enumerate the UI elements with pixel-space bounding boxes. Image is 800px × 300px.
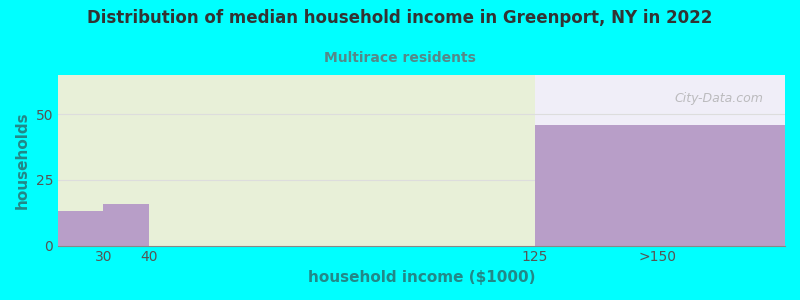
X-axis label: household income ($1000): household income ($1000): [308, 270, 535, 285]
Y-axis label: households: households: [15, 112, 30, 209]
Text: Distribution of median household income in Greenport, NY in 2022: Distribution of median household income …: [87, 9, 713, 27]
Bar: [535, 75, 785, 246]
Bar: [58, 75, 535, 246]
Bar: [58, 212, 103, 246]
Bar: [535, 125, 785, 246]
Bar: [103, 204, 149, 246]
Text: Multirace residents: Multirace residents: [324, 51, 476, 65]
Text: City-Data.com: City-Data.com: [674, 92, 763, 105]
